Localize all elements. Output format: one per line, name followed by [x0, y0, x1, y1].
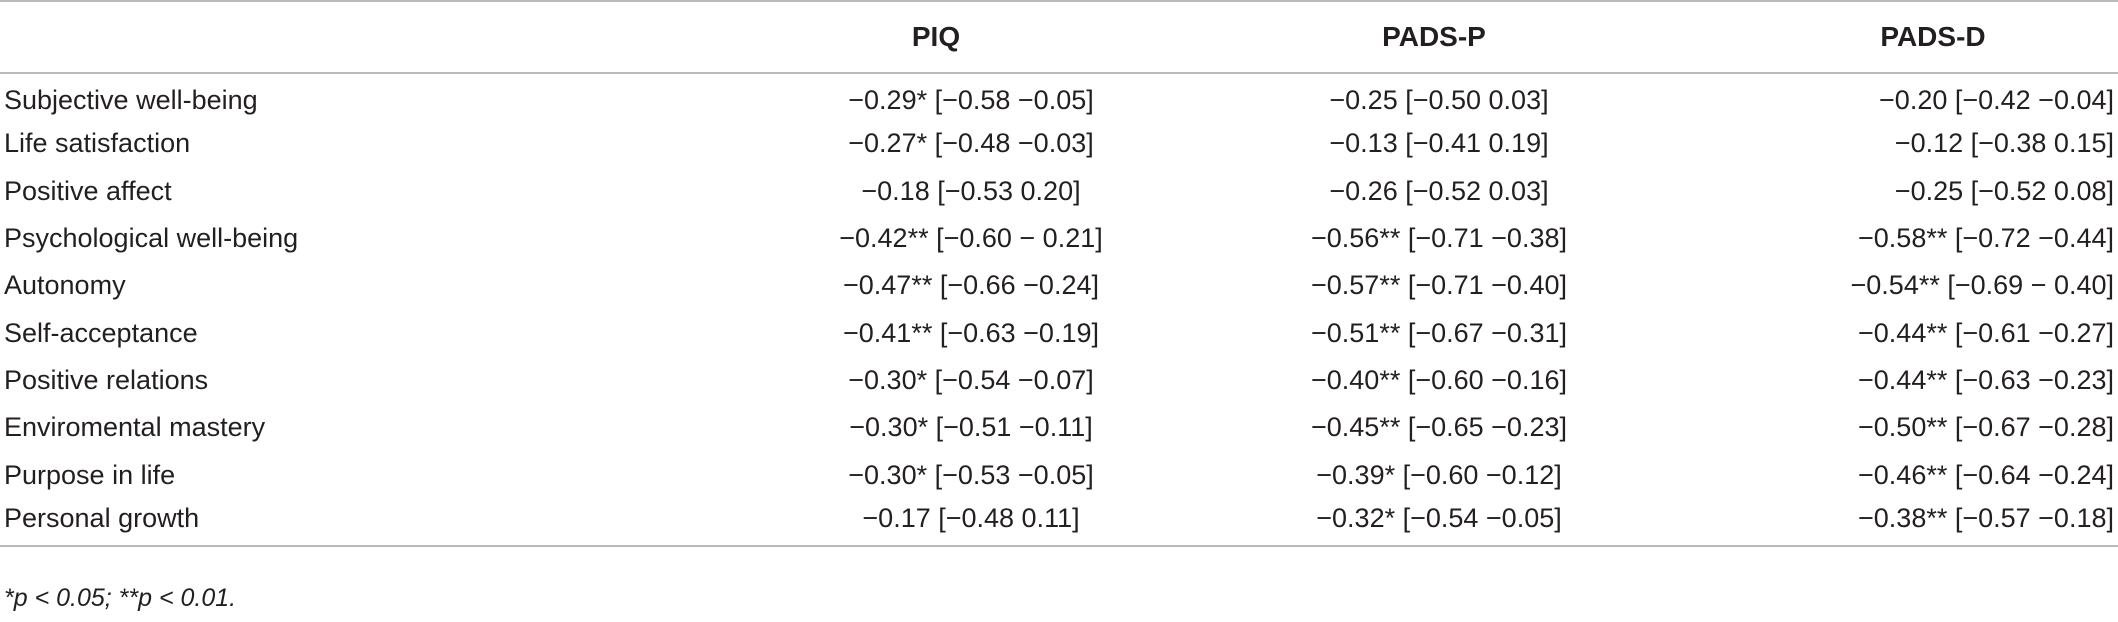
cell-piq: −0.29* [−0.58 −0.05] — [848, 84, 1094, 115]
cell-pads-p: −0.39* [−0.60 −0.12] — [1316, 459, 1562, 490]
cell-pads-p: −0.56** [−0.71 −0.38] — [1311, 223, 1567, 254]
cell-piq: −0.30* [−0.51 −0.11] — [849, 412, 1093, 443]
row-label: Enviromental mastery — [4, 412, 266, 443]
row-label: Subjective well-being — [4, 84, 258, 115]
table-row: Autonomy −0.47** [−0.66 −0.24] −0.57** [… — [0, 262, 2118, 309]
cell-pads-p: −0.57** [−0.71 −0.40] — [1311, 270, 1567, 301]
row-label: Positive relations — [4, 364, 209, 395]
cell-pads-d: −0.58** [−0.72 −0.44] — [1858, 223, 2114, 254]
header-piq: PIQ — [592, 0, 1150, 74]
row-label: Positive affect — [4, 175, 172, 206]
cell-pads-d: −0.50** [−0.67 −0.28] — [1858, 412, 2114, 443]
correlation-table: PIQ PADS-P PADS-D Subjective well-being … — [0, 0, 2118, 547]
cell-piq: −0.30* [−0.53 −0.05] — [848, 459, 1094, 490]
table-row: Personal growth −0.17 [−0.48 0.11] −0.32… — [0, 498, 2118, 547]
cell-piq: −0.18 [−0.53 0.20] — [861, 175, 1081, 206]
cell-piq: −0.42** [−0.60 − 0.21] — [839, 223, 1103, 254]
cell-piq: −0.41** [−0.63 −0.19] — [843, 317, 1099, 348]
row-label: Psychological well-being — [4, 223, 299, 254]
cell-pads-d: −0.44** [−0.63 −0.23] — [1858, 364, 2114, 395]
cell-piq: −0.30* [−0.54 −0.07] — [848, 364, 1094, 395]
table-row: Positive relations −0.30* [−0.54 −0.07] … — [0, 357, 2118, 404]
table-row: Psychological well-being −0.42** [−0.60 … — [0, 215, 2118, 262]
header-row: PIQ PADS-P PADS-D — [0, 0, 2118, 74]
row-label: Purpose in life — [4, 459, 176, 490]
row-label: Self-acceptance — [4, 317, 198, 348]
header-pads-p: PADS-P — [1150, 0, 1708, 74]
cell-pads-p: −0.40** [−0.60 −0.16] — [1311, 364, 1567, 395]
cell-pads-p: −0.32* [−0.54 −0.05] — [1150, 498, 1708, 547]
table-row: Self-acceptance −0.41** [−0.63 −0.19] −0… — [0, 309, 2118, 356]
cell-pads-p: −0.45** [−0.65 −0.23] — [1311, 412, 1567, 443]
cell-piq: −0.47** [−0.66 −0.24] — [843, 270, 1099, 301]
cell-pads-p: −0.13 [−0.41 0.19] — [1329, 128, 1549, 159]
cell-pads-d: −0.25 [−0.52 0.08] — [1894, 175, 2114, 206]
header-label-column — [0, 0, 592, 74]
table-footnote: *p < 0.05; **p < 0.01. — [4, 584, 237, 612]
cell-pads-d: −0.38** [−0.57 −0.18] — [1708, 498, 2118, 547]
table-row: Subjective well-being −0.29* [−0.58 −0.0… — [0, 73, 2118, 120]
cell-pads-p: −0.51** [−0.67 −0.31] — [1311, 317, 1567, 348]
cell-pads-d: −0.20 [−0.42 −0.04] — [1879, 84, 2114, 115]
cell-pads-d: −0.44** [−0.61 −0.27] — [1858, 317, 2114, 348]
table-row: Life satisfaction −0.27* [−0.48 −0.03] −… — [0, 120, 2118, 167]
cell-pads-d: −0.54** [−0.69 − 0.40] — [1850, 270, 2114, 301]
table-row: Positive affect −0.18 [−0.53 0.20] −0.26… — [0, 168, 2118, 215]
row-label: Autonomy — [4, 270, 126, 301]
table-body: Subjective well-being −0.29* [−0.58 −0.0… — [0, 73, 2118, 547]
correlation-table-container: PIQ PADS-P PADS-D Subjective well-being … — [0, 0, 2118, 547]
table-row: Enviromental mastery −0.30* [−0.51 −0.11… — [0, 404, 2118, 451]
row-label: Personal growth — [0, 498, 592, 547]
cell-piq: −0.27* [−0.48 −0.03] — [848, 128, 1094, 159]
table-row: Purpose in life −0.30* [−0.53 −0.05] −0.… — [0, 451, 2118, 498]
cell-pads-p: −0.26 [−0.52 0.03] — [1329, 175, 1549, 206]
cell-pads-d: −0.12 [−0.38 0.15] — [1894, 128, 2114, 159]
cell-pads-d: −0.46** [−0.64 −0.24] — [1858, 459, 2114, 490]
row-label: Life satisfaction — [4, 128, 191, 159]
header-pads-d: PADS-D — [1708, 0, 2118, 74]
table-header: PIQ PADS-P PADS-D — [0, 0, 2118, 74]
cell-piq: −0.17 [−0.48 0.11] — [592, 498, 1150, 547]
cell-pads-p: −0.25 [−0.50 0.03] — [1329, 84, 1549, 115]
